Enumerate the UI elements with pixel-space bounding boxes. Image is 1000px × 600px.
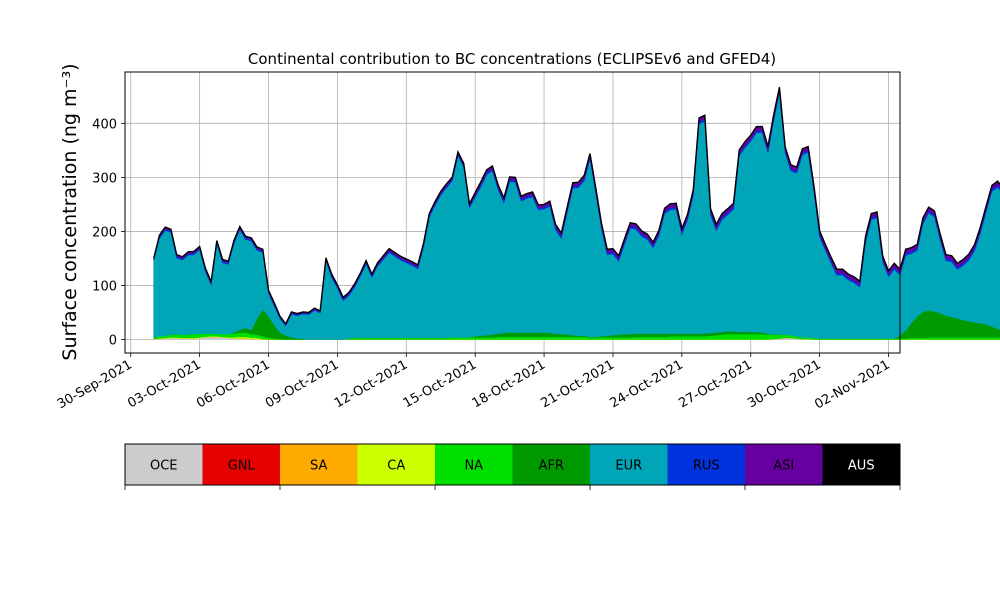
x-tick-label: 30-Oct-2021 [745, 357, 823, 411]
y-tick-label: 0 [109, 333, 117, 348]
y-tick-label: 200 [92, 225, 117, 240]
colorbar-label: OCE [150, 459, 178, 474]
colorbar-cell-eur [590, 444, 668, 485]
x-tick-label: 27-Oct-2021 [676, 357, 754, 411]
colorbar-legend: OCE GNL SA CA NA AFR EUR RUS ASI AUS [124, 443, 901, 490]
colorbar-label: GNL [228, 459, 256, 474]
colorbar-label: ASI [773, 459, 794, 474]
colorbar-label: EUR [615, 459, 642, 474]
x-tick-label: 30-Sep-2021 [55, 357, 135, 412]
colorbar-label: RUS [693, 459, 720, 474]
x-tick-label: 03-Oct-2021 [125, 357, 203, 411]
colorbar-cell-gnl [202, 444, 280, 485]
colorbar-cell-rus [667, 444, 745, 485]
colorbar-label: SA [310, 459, 327, 474]
y-tick-label: 300 [92, 171, 117, 186]
colorbar-label: CA [387, 459, 405, 474]
x-tick-label: 21-Oct-2021 [539, 357, 617, 411]
y-axis-label: Surface concentration (ng m⁻³) [59, 63, 81, 360]
colorbar-label: NA [464, 459, 483, 474]
x-tick-label: 09-Oct-2021 [263, 357, 341, 411]
x-tick-label: 06-Oct-2021 [194, 357, 272, 411]
colorbar-cell-ca [357, 444, 435, 485]
x-tick-label: 12-Oct-2021 [332, 357, 410, 411]
x-tick-label: 02-Nov-2021 [812, 357, 892, 412]
colorbar-cell-sa [280, 444, 358, 485]
colorbar-cell-aus [822, 444, 900, 485]
x-tick-label: 24-Oct-2021 [607, 357, 685, 411]
y-tick-label: 100 [92, 279, 117, 294]
plot-frame [124, 71, 901, 354]
colorbar-cell-na [435, 444, 513, 485]
colorbar-cell-oce [125, 444, 203, 485]
colorbar-label: AUS [848, 459, 875, 474]
stacked-areas [153, 86, 1000, 340]
x-tick-label: 15-Oct-2021 [401, 357, 479, 411]
chart-title: Continental contribution to BC concentra… [248, 50, 776, 68]
total-line [153, 86, 1000, 326]
x-tick-label: 18-Oct-2021 [470, 357, 548, 411]
colorbar-label: AFR [539, 459, 564, 474]
colorbar-cell-afr [512, 444, 590, 485]
colorbar-cell-asi [745, 444, 823, 485]
y-tick-label: 400 [92, 117, 117, 132]
colorbar-frame [124, 443, 901, 486]
